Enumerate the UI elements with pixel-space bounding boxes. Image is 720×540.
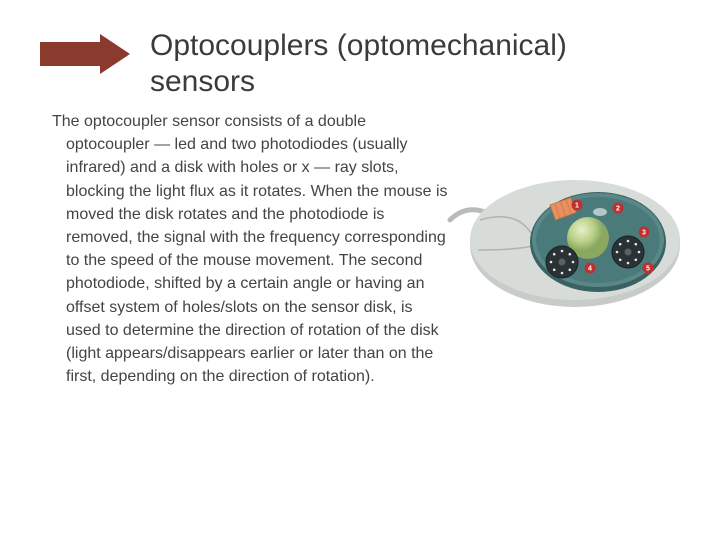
slide-body-text: The optocoupler sensor consists of a dou…	[40, 110, 450, 388]
svg-text:3: 3	[642, 230, 646, 237]
slide-title: Optocouplers (optomechanical) sensors	[150, 28, 680, 100]
svg-text:4: 4	[588, 266, 592, 273]
svg-text:2: 2	[616, 206, 620, 213]
svg-text:1: 1	[575, 203, 579, 210]
mouse-cutaway-illustration: 1 2 3 4 5	[440, 150, 690, 330]
arrow-decor-icon	[40, 34, 130, 74]
svg-text:5: 5	[646, 266, 650, 273]
